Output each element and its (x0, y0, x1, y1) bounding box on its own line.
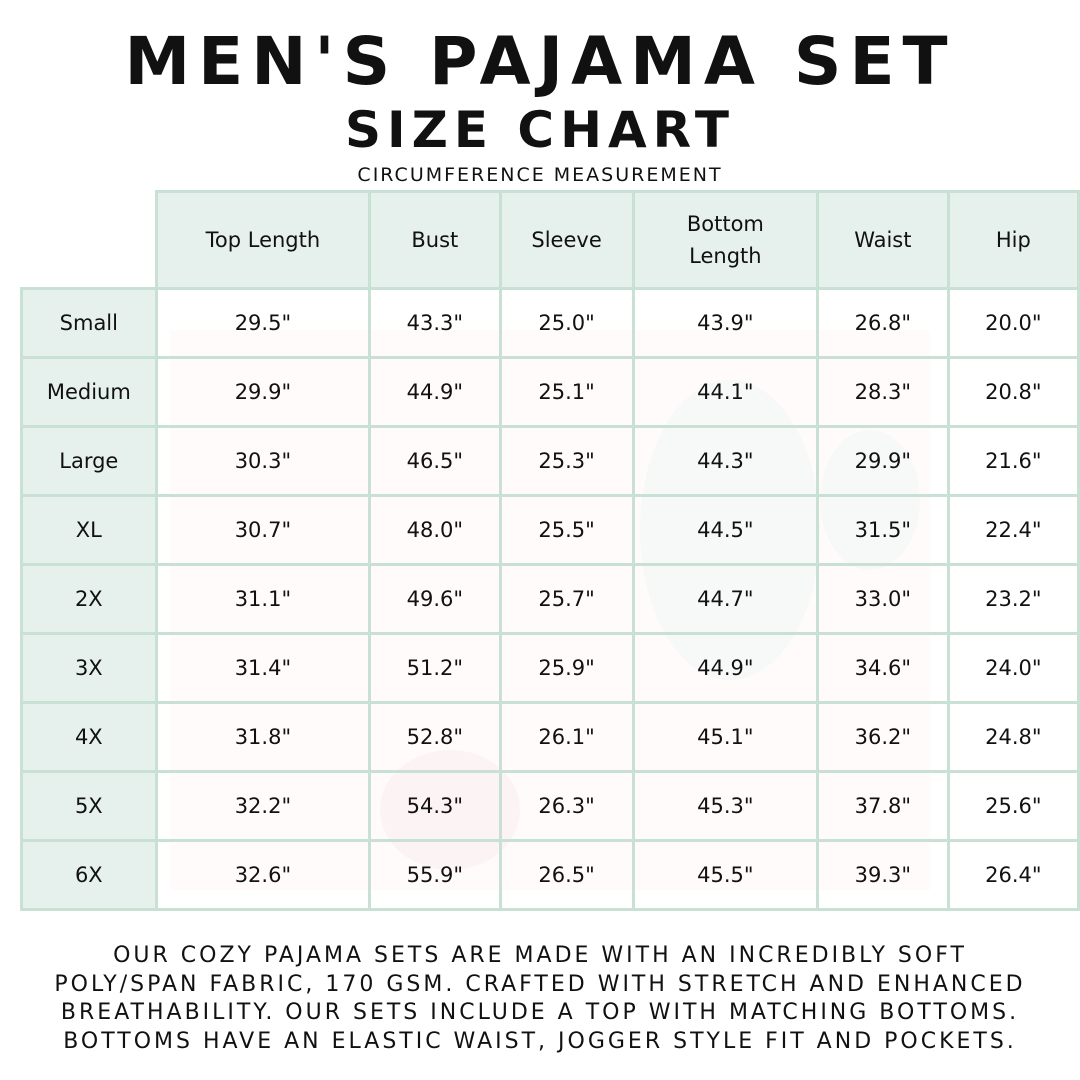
measurement-cell: 21.6" (946, 425, 1080, 497)
measurement-cell: 31.4" (154, 632, 372, 704)
measurement-cell: 25.5" (498, 494, 635, 566)
column-header: Top Length (154, 190, 372, 290)
measurement-cell: 25.0" (498, 287, 635, 359)
measurement-cell: 49.6" (368, 563, 502, 635)
measurement-cell: 28.3" (816, 356, 950, 428)
page-subtitle: SIZE CHART (344, 101, 736, 159)
measurement-cell: 33.0" (816, 563, 950, 635)
measurement-cell: 32.2" (154, 770, 372, 842)
description-line: poly/span fabric, 170 GSM. Crafted with … (54, 971, 1026, 997)
measurement-cell: 44.5" (631, 494, 820, 566)
measurement-cell: 30.7" (154, 494, 372, 566)
measurement-cell: 20.8" (946, 356, 1080, 428)
size-label: Large (20, 425, 158, 497)
measurement-cell: 43.3" (368, 287, 502, 359)
measurement-cell: 25.9" (498, 632, 635, 704)
table-row: 3X 31.4" 51.2" 25.9" 44.9" 34.6" 24.0" (20, 632, 1080, 704)
measurement-cell: 26.4" (946, 839, 1080, 911)
page-title: MEN'S PAJAMA SET (124, 23, 956, 100)
size-label: Medium (20, 356, 158, 428)
measurement-cell: 20.0" (946, 287, 1080, 359)
measurement-cell: 24.0" (946, 632, 1080, 704)
size-label: 2X (20, 563, 158, 635)
table-row: XL 30.7" 48.0" 25.5" 44.5" 31.5" 22.4" (20, 494, 1080, 566)
measurement-cell: 44.1" (631, 356, 820, 428)
measurement-cell: 22.4" (946, 494, 1080, 566)
measurement-cell: 26.3" (498, 770, 635, 842)
size-label: 3X (20, 632, 158, 704)
table-row: 4X 31.8" 52.8" 26.1" 45.1" 36.2" 24.8" (20, 701, 1080, 773)
size-label: 4X (20, 701, 158, 773)
column-header: Bust (368, 190, 502, 290)
measurement-cell: 31.5" (816, 494, 950, 566)
measurement-cell: 29.9" (154, 356, 372, 428)
measurement-cell: 48.0" (368, 494, 502, 566)
table-row: Small 29.5" 43.3" 25.0" 43.9" 26.8" 20.0" (20, 287, 1080, 359)
measurement-cell: 52.8" (368, 701, 502, 773)
size-chart-table: Top Length Bust Sleeve Bottom Length Wai… (20, 190, 1080, 911)
measurement-cell: 43.9" (631, 287, 820, 359)
measurement-cell: 54.3" (368, 770, 502, 842)
measurement-cell: 25.1" (498, 356, 635, 428)
measurement-cell: 31.1" (154, 563, 372, 635)
column-header: Bottom Length (631, 190, 820, 290)
measurement-cell: 55.9" (368, 839, 502, 911)
corner-cell (21, 191, 158, 290)
measurement-cell: 44.9" (368, 356, 502, 428)
size-label: XL (20, 494, 158, 566)
measurement-cell: 44.7" (631, 563, 820, 635)
measurement-cell: 26.8" (816, 287, 950, 359)
measurement-cell: 45.3" (631, 770, 820, 842)
measurement-cell: 39.3" (816, 839, 950, 911)
table-row: Large 30.3" 46.5" 25.3" 44.3" 29.9" 21.6" (20, 425, 1080, 497)
measurement-cell: 26.5" (498, 839, 635, 911)
measurement-cell: 25.6" (946, 770, 1080, 842)
measurement-cell: 29.5" (154, 287, 372, 359)
measurement-cell: 45.1" (631, 701, 820, 773)
measurement-cell: 30.3" (154, 425, 372, 497)
measurement-cell: 29.9" (816, 425, 950, 497)
measurement-caption: CIRCUMFERENCE MEASUREMENT (357, 164, 723, 186)
measurement-cell: 23.2" (946, 563, 1080, 635)
product-description: Our cozy pajama sets are made with an in… (0, 942, 1080, 1056)
size-label: 6X (20, 839, 158, 911)
column-header: Waist (816, 190, 950, 290)
measurement-cell: 44.9" (631, 632, 820, 704)
description-line: breathability. Our sets include a top wi… (60, 1000, 1020, 1025)
measurement-cell: 36.2" (816, 701, 950, 773)
measurement-cell: 25.3" (498, 425, 635, 497)
size-label: 5X (20, 770, 158, 842)
measurement-cell: 24.8" (946, 701, 1080, 773)
measurement-cell: 25.7" (498, 563, 635, 635)
measurement-cell: 44.3" (631, 425, 820, 497)
measurement-cell: 37.8" (816, 770, 950, 842)
measurement-cell: 45.5" (631, 839, 820, 911)
table-row: 6X 32.6" 55.9" 26.5" 45.5" 39.3" 26.4" (20, 839, 1080, 911)
measurement-cell: 46.5" (368, 425, 502, 497)
description-line: Our cozy pajama sets are made with an in… (113, 943, 967, 968)
measurement-cell: 31.8" (154, 701, 372, 773)
table-row: Medium 29.9" 44.9" 25.1" 44.1" 28.3" 20.8" (20, 356, 1080, 428)
measurement-cell: 51.2" (368, 632, 502, 704)
measurement-cell: 34.6" (816, 632, 950, 704)
size-label: Small (20, 287, 158, 359)
measurement-cell: 32.6" (154, 839, 372, 911)
description-line: Bottoms have an elastic waist, jogger st… (63, 1028, 1017, 1054)
column-header: Hip (946, 190, 1080, 290)
table-row: 5X 32.2" 54.3" 26.3" 45.3" 37.8" 25.6" (20, 770, 1080, 842)
column-header: Sleeve (498, 190, 635, 290)
table-row: 2X 31.1" 49.6" 25.7" 44.7" 33.0" 23.2" (20, 563, 1080, 635)
measurement-cell: 26.1" (498, 701, 635, 773)
table-header-row: Top Length Bust Sleeve Bottom Length Wai… (21, 190, 1080, 290)
